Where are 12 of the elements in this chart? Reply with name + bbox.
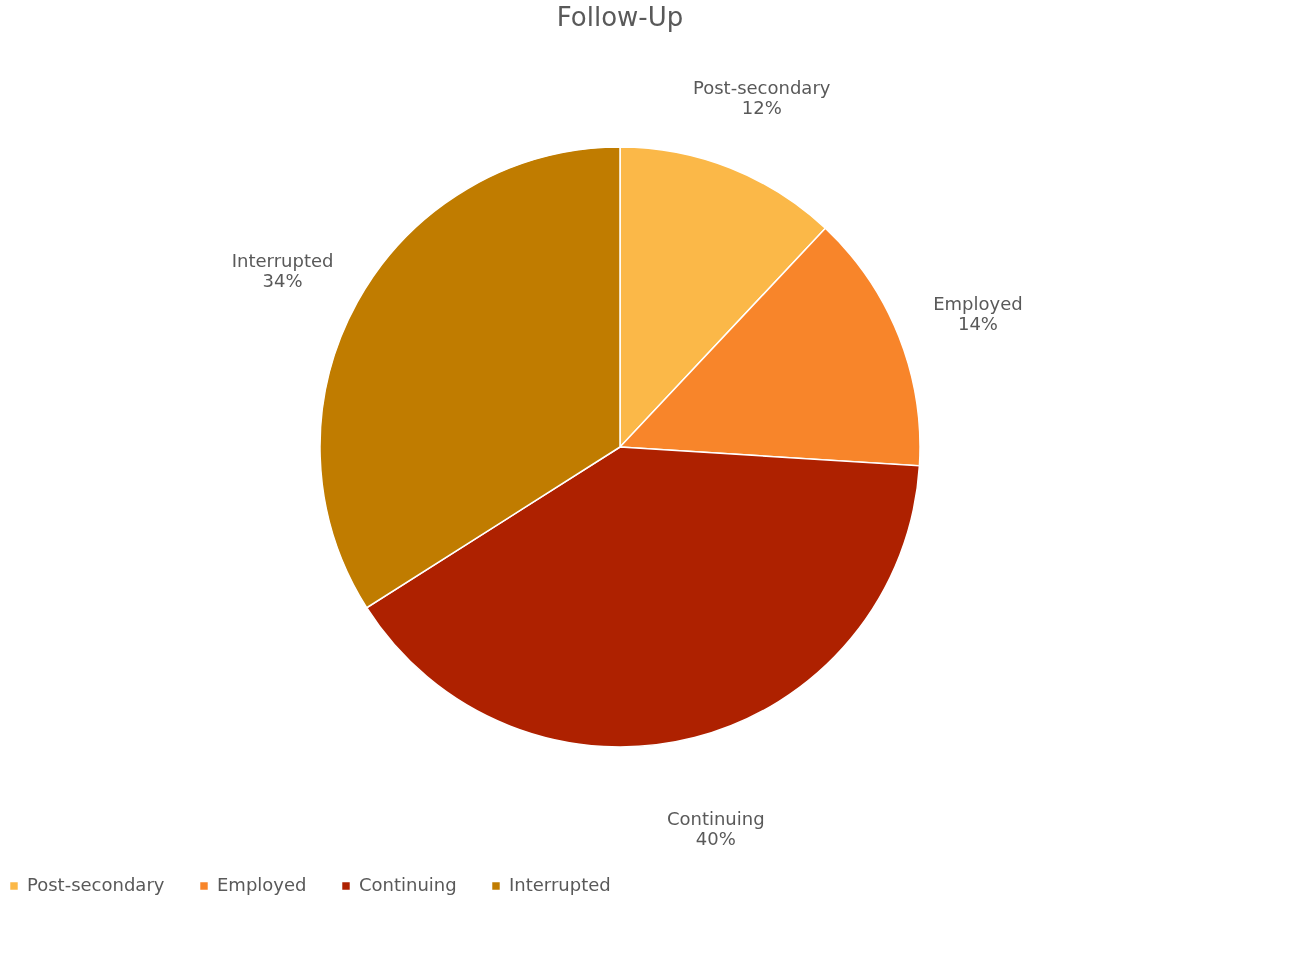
slice-label: Employed xyxy=(933,293,1023,315)
data-label: 12% xyxy=(741,97,782,119)
legend-label: Post-secondary xyxy=(27,874,165,895)
legend-label: Interrupted xyxy=(509,874,611,895)
slice-label: Interrupted xyxy=(231,249,334,271)
data-label: 14% xyxy=(957,313,998,335)
data-label: 40% xyxy=(695,827,736,849)
slice-label: Continuing xyxy=(666,807,765,829)
chart-title: Follow-Up xyxy=(556,2,684,32)
slice-label: Post-secondary xyxy=(693,77,831,99)
legend-label: Employed xyxy=(217,874,307,895)
legend-label: Continuing xyxy=(359,874,457,895)
